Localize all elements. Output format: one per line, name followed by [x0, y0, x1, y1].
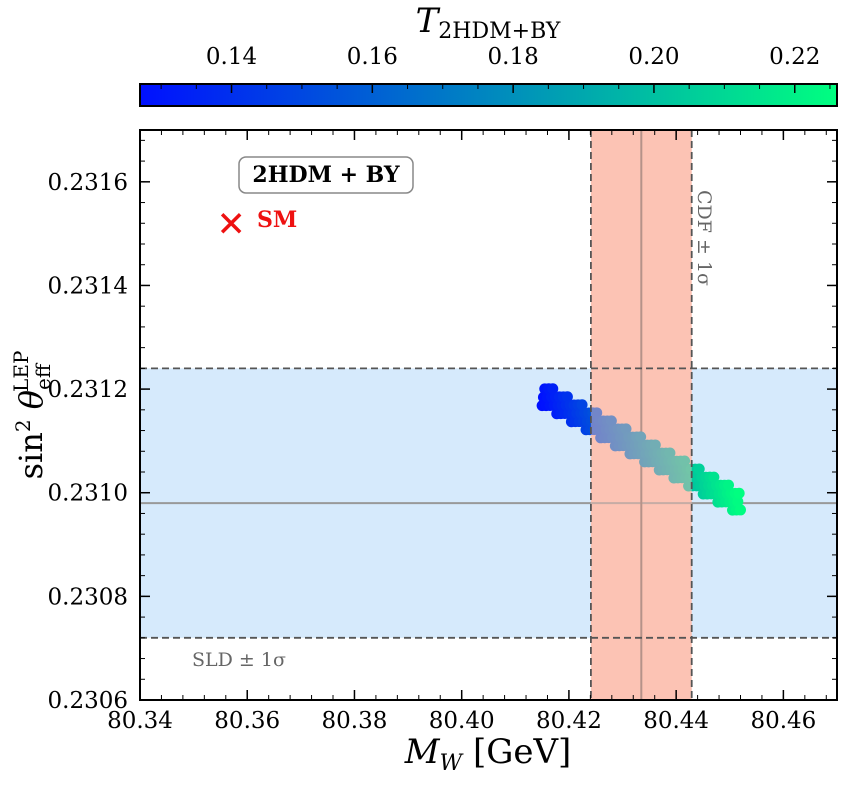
colorbar-tick-label: 0.20 [628, 44, 679, 70]
colorbar-tick-label: 0.18 [488, 44, 539, 70]
x-tick-label: 80.34 [107, 708, 173, 734]
colorbar-gradient [139, 83, 838, 107]
scatter-point [605, 415, 617, 427]
x-axis-title: MW [GeV] [404, 732, 572, 776]
sm-marker: SM [220, 207, 297, 234]
scatter-point [635, 431, 647, 443]
scatter-point [547, 383, 559, 395]
scatter-point [679, 455, 691, 467]
scatter-point [649, 439, 661, 451]
y-axis-title: sin2 θeffLEP [9, 351, 55, 480]
plot-frame [139, 129, 838, 701]
sm-label: SM [257, 207, 297, 233]
y-tick-label: 0.2316 [48, 170, 128, 196]
scatter-point [693, 463, 705, 475]
x-tick-label: 80.44 [643, 708, 709, 734]
x-tick-label: 80.46 [750, 708, 816, 734]
scatter-point [734, 504, 746, 516]
scatter-point [664, 447, 676, 459]
colorbar-title-main: T [416, 1, 441, 41]
x-tick-label: 80.38 [322, 708, 388, 734]
x-tick-label: 80.40 [429, 708, 495, 734]
sld-band-label: SLD ± 1σ [192, 649, 286, 671]
cdf-band-overlay [590, 130, 692, 700]
scatter-point [561, 391, 573, 403]
colorbar-tick-label: 0.16 [347, 44, 398, 70]
colorbar: 0.14 0.16 0.18 0.20 0.22 [139, 44, 838, 107]
legend-box-label: 2HDM + BY [252, 162, 399, 188]
scatter-point [732, 496, 744, 508]
y-tick-label: 0.2306 [48, 688, 128, 714]
legend-box: 2HDM + BY [238, 156, 414, 194]
scatter-point [708, 471, 720, 483]
colorbar-tick-label: 0.22 [769, 44, 820, 70]
y-tick-label: 0.2314 [48, 273, 128, 299]
x-tick-label: 80.36 [214, 708, 280, 734]
scatter-point [591, 407, 603, 419]
y-tick-label: 0.2312 [48, 377, 128, 403]
colorbar-title-sub: 2HDM+BY [438, 19, 561, 44]
cdf-band-label: CDF ± 1σ [693, 190, 715, 286]
colorbar-title: T2HDM+BY [416, 1, 561, 44]
y-tick-label: 0.2310 [48, 481, 128, 507]
y-tick-label: 0.2308 [48, 584, 128, 610]
scatter-point [733, 487, 745, 499]
plot-area: 80.34 80.36 80.38 80.40 80.42 80.44 80.46 0.230… [48, 129, 838, 734]
scatter-point [576, 399, 588, 411]
colorbar-tick-label: 0.14 [206, 44, 257, 70]
sm-cross-icon [220, 213, 242, 234]
scatter-point [620, 423, 632, 435]
x-tick-label: 80.42 [536, 708, 602, 734]
scatter-point [723, 479, 735, 491]
